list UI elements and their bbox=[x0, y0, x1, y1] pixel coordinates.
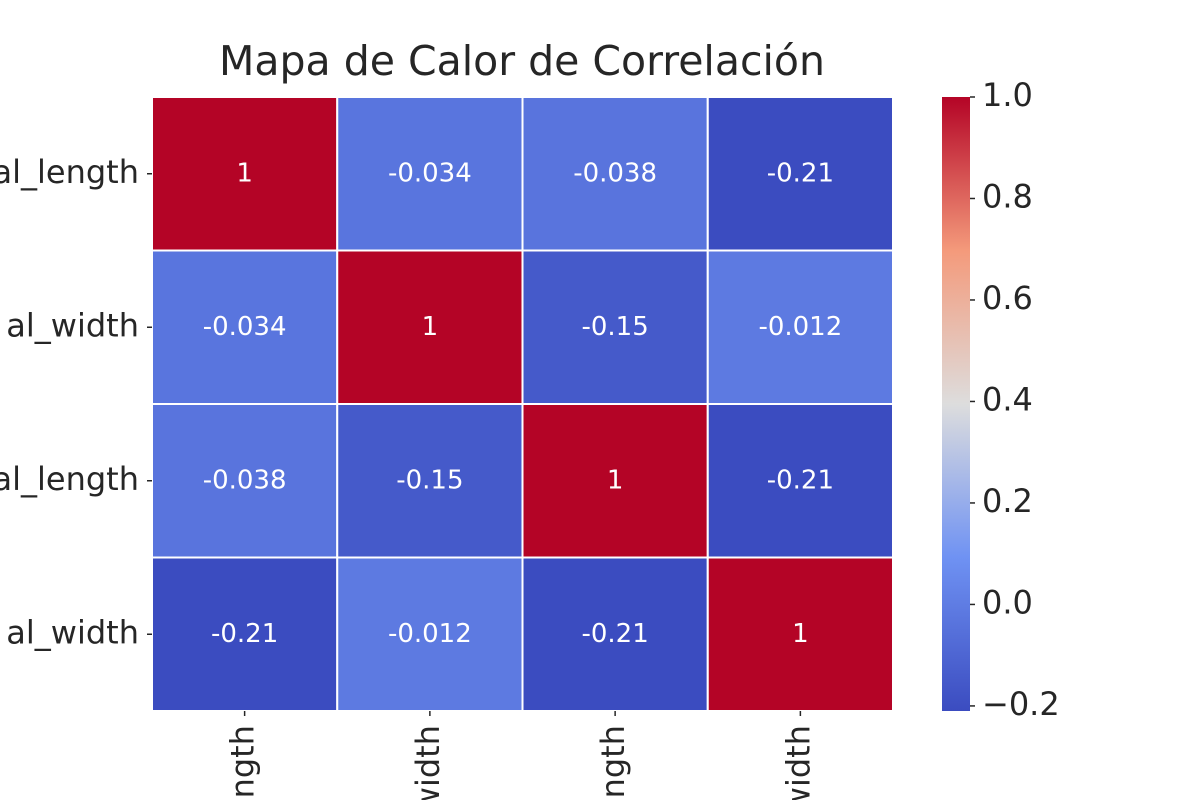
cell-label: -0.15 bbox=[396, 465, 463, 495]
colorbar-tick-label: 0.8 bbox=[982, 177, 1033, 215]
heatmap-cell bbox=[706, 556, 894, 712]
colorbar-tick-label: −0.2 bbox=[982, 685, 1060, 723]
heatmap-cell bbox=[151, 96, 339, 252]
heatmap-cell bbox=[706, 403, 894, 559]
cell-label: 1 bbox=[422, 312, 439, 342]
colorbar-tick-label: 1.0 bbox=[982, 76, 1033, 114]
y-tick-label: al_width bbox=[6, 306, 139, 344]
cell-label: -0.012 bbox=[758, 312, 842, 342]
heatmap-cell bbox=[336, 556, 524, 712]
colorbar-tick-label: 0.6 bbox=[982, 279, 1033, 317]
chart-title: Mapa de Calor de Correlación bbox=[219, 37, 825, 85]
heatmap-cell bbox=[336, 249, 524, 405]
colorbar-tick-label: 0.4 bbox=[982, 380, 1033, 418]
heatmap-cell bbox=[151, 556, 339, 712]
cell-label: -0.012 bbox=[388, 619, 472, 649]
y-tick-label: al_width bbox=[6, 613, 139, 651]
cell-label: 1 bbox=[236, 158, 253, 188]
colorbar-tick-label: 0.0 bbox=[982, 583, 1033, 621]
heatmap-cell bbox=[706, 249, 894, 405]
x-tick-label: ngth bbox=[594, 725, 632, 798]
heatmap-cell bbox=[521, 96, 709, 252]
cell-label: 1 bbox=[792, 619, 809, 649]
heatmap-cell bbox=[706, 96, 894, 252]
cell-label: -0.21 bbox=[211, 619, 278, 649]
cell-label: -0.21 bbox=[767, 158, 834, 188]
cell-label: -0.038 bbox=[203, 465, 287, 495]
cell-label: -0.034 bbox=[203, 312, 287, 342]
x-tick-label: ngth bbox=[224, 725, 262, 798]
y-tick-label: al_length bbox=[0, 153, 139, 191]
colorbar bbox=[942, 97, 970, 711]
cell-label: -0.034 bbox=[388, 158, 472, 188]
heatmap-cell bbox=[151, 249, 339, 405]
y-tick-label: al_length bbox=[0, 460, 139, 498]
heatmap-cell bbox=[336, 96, 524, 252]
cell-label: -0.038 bbox=[573, 158, 657, 188]
cell-label: -0.21 bbox=[581, 619, 648, 649]
heatmap-cell bbox=[336, 403, 524, 559]
x-tick-label: width bbox=[779, 725, 817, 800]
cell-label: -0.21 bbox=[767, 465, 834, 495]
cell-label: 1 bbox=[607, 465, 624, 495]
cell-label: -0.15 bbox=[581, 312, 648, 342]
x-tick-label: width bbox=[409, 725, 447, 800]
colorbar-tick-label: 0.2 bbox=[982, 482, 1033, 520]
